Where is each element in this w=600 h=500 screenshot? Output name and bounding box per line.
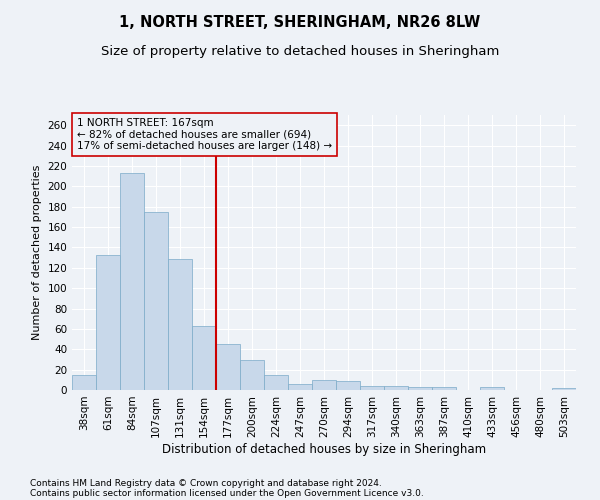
Bar [384, 386, 408, 390]
Bar [336, 381, 360, 390]
Bar [480, 387, 504, 390]
Text: Contains HM Land Registry data © Crown copyright and database right 2024.: Contains HM Land Registry data © Crown c… [30, 478, 382, 488]
Bar [120, 173, 144, 390]
Bar [312, 380, 336, 390]
Bar [72, 374, 96, 390]
Bar [408, 387, 432, 390]
Bar [288, 384, 312, 390]
Bar [192, 326, 216, 390]
Bar [264, 374, 288, 390]
Bar [552, 388, 576, 390]
Text: 1 NORTH STREET: 167sqm
← 82% of detached houses are smaller (694)
17% of semi-de: 1 NORTH STREET: 167sqm ← 82% of detached… [77, 118, 332, 151]
X-axis label: Distribution of detached houses by size in Sheringham: Distribution of detached houses by size … [162, 442, 486, 456]
Bar [432, 387, 456, 390]
Bar [96, 254, 120, 390]
Y-axis label: Number of detached properties: Number of detached properties [32, 165, 42, 340]
Bar [240, 360, 264, 390]
Text: Contains public sector information licensed under the Open Government Licence v3: Contains public sector information licen… [30, 488, 424, 498]
Text: 1, NORTH STREET, SHERINGHAM, NR26 8LW: 1, NORTH STREET, SHERINGHAM, NR26 8LW [119, 15, 481, 30]
Bar [360, 386, 384, 390]
Bar [144, 212, 168, 390]
Bar [216, 344, 240, 390]
Bar [168, 258, 192, 390]
Text: Size of property relative to detached houses in Sheringham: Size of property relative to detached ho… [101, 45, 499, 58]
